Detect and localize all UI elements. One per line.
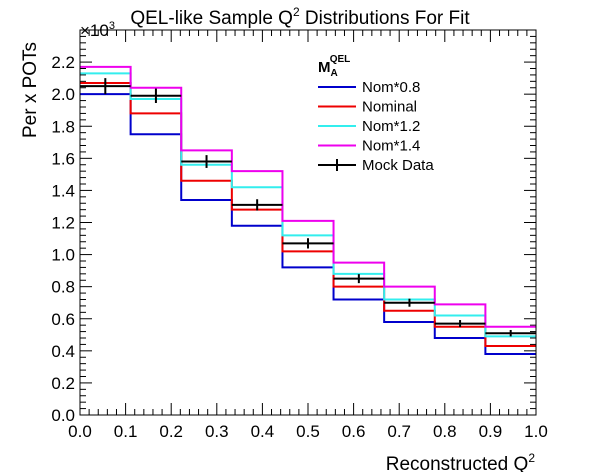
y-tick-label: 0.6 xyxy=(51,310,75,329)
x-tick-label: 0.3 xyxy=(205,422,229,441)
y-tick-label: 0.4 xyxy=(51,342,75,361)
x-tick-label: 1.0 xyxy=(524,422,548,441)
x-axis-label-main: Reconstructed Q xyxy=(386,454,529,472)
histogram-nom-1-2 xyxy=(80,72,536,338)
legend-title: MA QEL xyxy=(318,54,350,79)
plot-area: 0.0 0.1 0.2 0.3 0.4 0.5 0.6 0.7 0.8 0.9 1.0 0.0 0.2 0… xyxy=(51,30,548,441)
x-tick-label: 0.9 xyxy=(479,422,503,441)
x-axis-label-superscript: 2 xyxy=(528,451,535,465)
x-tick-label: 0.8 xyxy=(433,422,457,441)
legend: MA QEL Nom*0.8 Nominal Nom*1.2 Nom*1.4 Mock Da… xyxy=(318,54,434,174)
y-tick-label: 1.2 xyxy=(51,214,75,233)
y-tick-label: 1.4 xyxy=(51,181,75,200)
y-axis-label: Per x POTs xyxy=(20,42,41,138)
y-tick-label: 1.8 xyxy=(51,117,75,136)
chart-title-main: QEL-like Sample Q xyxy=(130,8,293,29)
legend-label: Mock Data xyxy=(362,157,434,174)
y-tick-label: 1.6 xyxy=(51,149,75,168)
legend-label: Nominal xyxy=(362,99,417,116)
x-tick-label: 0.6 xyxy=(342,422,366,441)
y-tick-label: 2.2 xyxy=(51,53,75,72)
x-axis-label: Reconstructed Q2 xyxy=(386,451,536,472)
legend-label: Nom*1.2 xyxy=(362,118,420,135)
x-tick-label: 0.5 xyxy=(296,422,320,441)
legend-label: Nom*1.4 xyxy=(362,138,420,155)
y-tick-label: 0.2 xyxy=(51,374,75,393)
y-tick-label: 1.0 xyxy=(51,246,75,265)
y-tick-label: 2.0 xyxy=(51,85,75,104)
y-multiplier-exponent: 3 xyxy=(109,20,115,32)
plot-frame xyxy=(79,29,537,416)
x-tick-label: 0.1 xyxy=(114,422,138,441)
legend-title-main: M xyxy=(318,59,331,76)
y-tick-label: 0.8 xyxy=(51,278,75,297)
x-tick-label: 0.4 xyxy=(251,422,275,441)
chart-title-superscript: 2 xyxy=(293,5,300,19)
x-tick-label: 0.2 xyxy=(159,422,183,441)
histogram-nom-0-8 xyxy=(80,93,536,356)
y-tick-label: 0.0 xyxy=(51,406,75,425)
x-tick-label: 0.7 xyxy=(387,422,411,441)
histogram-nom-1-4 xyxy=(80,65,536,328)
legend-label: Nom*0.8 xyxy=(362,79,420,96)
chart-title: QEL-like Sample Q2 Distributions For Fit xyxy=(130,5,470,29)
histogram-nominal xyxy=(80,81,536,348)
chart-title-rest: Distributions For Fit xyxy=(300,8,471,29)
legend-title-superscript: QEL xyxy=(330,54,351,65)
legend-title-subscript: A xyxy=(331,68,338,79)
x-tick-label: 0.0 xyxy=(68,422,92,441)
